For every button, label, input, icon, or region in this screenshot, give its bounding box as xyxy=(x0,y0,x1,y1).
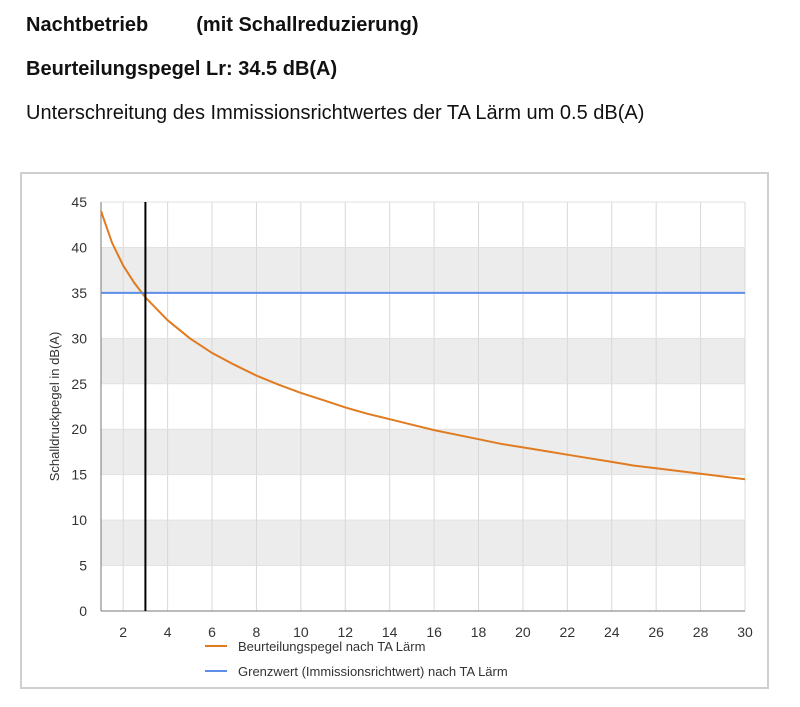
y-tick-label: 15 xyxy=(71,467,87,483)
y-tick-label: 45 xyxy=(71,194,87,210)
x-tick-label: 2 xyxy=(119,624,127,640)
y-tick-label: 5 xyxy=(79,558,87,574)
x-tick-label: 16 xyxy=(426,624,442,640)
subtitle-text: (mit Schallreduzierung) xyxy=(196,14,419,36)
x-tick-label: 6 xyxy=(208,624,216,640)
y-tick-label: 0 xyxy=(79,603,87,619)
x-tick-label: 12 xyxy=(337,624,353,640)
grid-band xyxy=(101,520,745,566)
x-tick-label: 10 xyxy=(293,624,309,640)
x-tick-label: 30 xyxy=(737,624,753,640)
page-title: Nachtbetrieb (mit Schallreduzierung) xyxy=(26,14,419,37)
x-tick-label: 8 xyxy=(253,624,261,640)
y-tick-label: 20 xyxy=(71,421,87,437)
y-tick-label: 30 xyxy=(71,330,87,346)
x-tick-label: 4 xyxy=(164,624,172,640)
series-line-beurteilungspegel xyxy=(100,210,746,481)
y-axis-label: Schalldruckpegel in dB(A) xyxy=(47,332,62,482)
y-tick-label: 25 xyxy=(71,376,87,392)
y-tick-label: 10 xyxy=(71,512,87,528)
x-tick-label: 28 xyxy=(693,624,709,640)
y-tick-label: 40 xyxy=(71,239,87,255)
x-tick-label: 14 xyxy=(382,624,398,640)
title-text: Nachtbetrieb xyxy=(26,14,149,36)
x-tick-label: 22 xyxy=(560,624,576,640)
x-tick-label: 20 xyxy=(515,624,531,640)
legend-label: Grenzwert (Immissionsrichtwert) nach TA … xyxy=(238,664,508,679)
grid-band xyxy=(101,247,745,293)
chart-frame: 0 5 10 15 20 25 30 35 40 45 2 4 6 8 10 12 14 16 18 20 22 24 26… xyxy=(20,172,769,689)
description-text: Unterschreitung des Immissionsrichtwerte… xyxy=(26,102,645,124)
y-tick-label: 35 xyxy=(71,285,87,301)
x-tick-label: 24 xyxy=(604,624,620,640)
x-tick-label: 18 xyxy=(471,624,487,640)
grid-band xyxy=(101,429,745,475)
level-heading: Beurteilungspegel Lr: 34.5 dB(A) xyxy=(26,58,338,80)
x-tick-label: 26 xyxy=(648,624,664,640)
grid-band xyxy=(101,338,745,384)
legend-label: Beurteilungspegel nach TA Lärm xyxy=(238,639,425,654)
